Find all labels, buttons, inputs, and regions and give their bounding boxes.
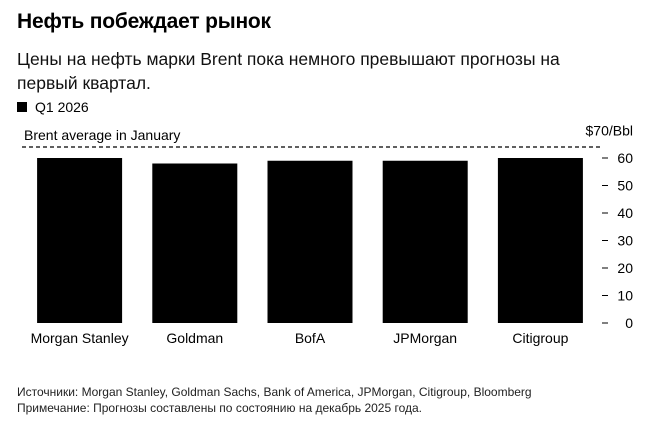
y-tick-label: 0	[625, 315, 633, 331]
x-tick-label: Goldman	[166, 330, 223, 346]
y-tick-label: 20	[617, 260, 633, 276]
bar-morgan-stanley	[37, 158, 123, 323]
x-tick-label: Morgan Stanley	[31, 330, 129, 346]
chart-title: Нефть побеждает рынок	[17, 10, 271, 33]
bar-goldman	[152, 163, 238, 323]
legend: Q1 2026	[17, 99, 89, 115]
y-tick-label: 30	[617, 233, 633, 249]
y-tick-label: 10	[617, 288, 633, 304]
reference-line-label: Brent average in January	[24, 127, 180, 143]
bar-chart: Morgan Stanley Goldman BofA JPMorgan Citigro…	[22, 123, 633, 346]
y-tick-label: 60	[617, 150, 633, 166]
bar-jpmorgan	[382, 160, 468, 323]
legend-label: Q1 2026	[35, 99, 89, 115]
bar-citigroup	[497, 158, 583, 323]
sources-note: Источники: Morgan Stanley, Goldman Sachs…	[17, 385, 532, 399]
chart-subtitle: Цены на нефть марки Brent пока немного п…	[17, 49, 560, 93]
y-tick-label: 40	[617, 205, 633, 221]
x-tick-label: JPMorgan	[393, 330, 457, 346]
x-tick-label: Citigroup	[512, 330, 568, 346]
y-axis-top-label: $70/Bbl	[586, 123, 633, 139]
methodology-note: Примечание: Прогнозы составлены по состо…	[17, 401, 423, 415]
x-tick-label: BofA	[295, 330, 326, 346]
bar-bofa	[267, 160, 353, 323]
legend-swatch	[17, 102, 27, 112]
y-tick-label: 50	[617, 178, 633, 194]
